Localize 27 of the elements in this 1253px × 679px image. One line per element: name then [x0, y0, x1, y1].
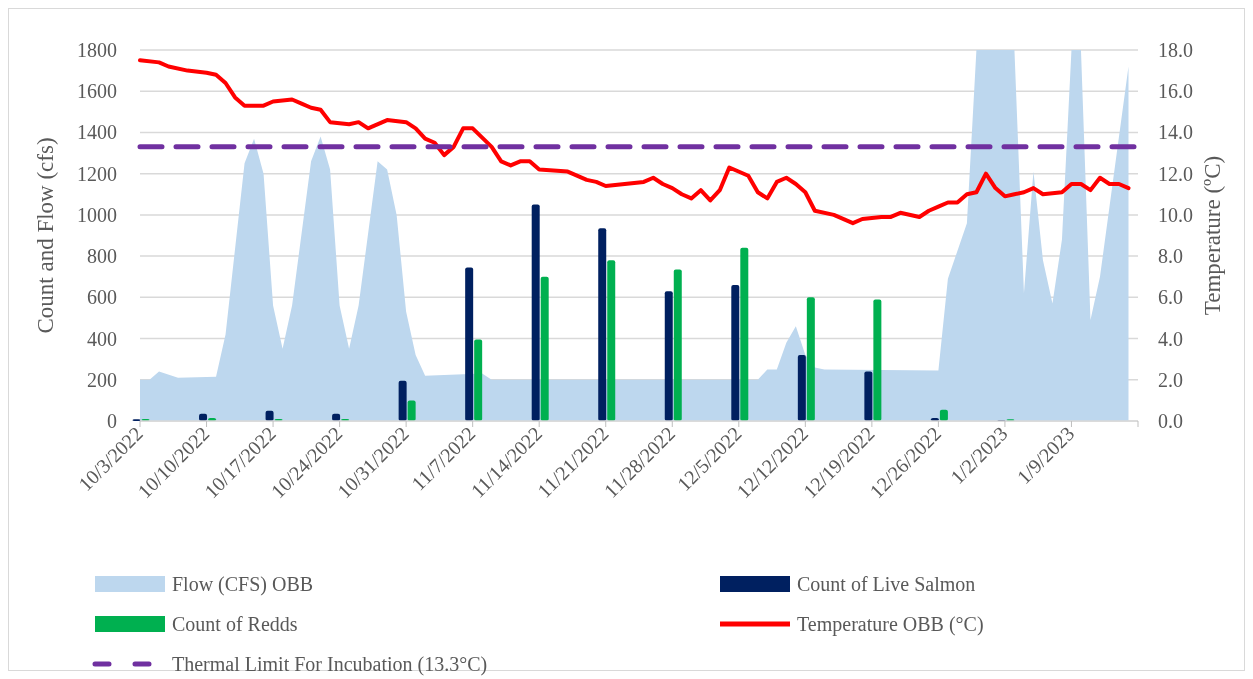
y-tick-label: 400	[87, 327, 117, 350]
y2-tick-label: 10.0	[1158, 203, 1193, 226]
y2-tick-label: 14.0	[1158, 121, 1193, 144]
y2-tick-label: 2.0	[1158, 368, 1183, 391]
y-tick-label: 1200	[77, 162, 117, 185]
y2-tick-label: 12.0	[1158, 162, 1193, 185]
legend-label: Thermal Limit For Incubation (13.3°C)	[172, 653, 488, 676]
y-tick-label: 1400	[77, 121, 117, 144]
y-tick-label: 1600	[77, 80, 117, 103]
legend-label: Flow (CFS) OBB	[172, 573, 314, 596]
y-tick-label: 0	[107, 410, 117, 432]
y-tick-label: 200	[87, 368, 117, 391]
y2-tick-label: 8.0	[1158, 245, 1183, 268]
y2-tick-label: 4.0	[1158, 327, 1183, 350]
y2-tick-label: 16.0	[1158, 80, 1193, 103]
legend-label: Temperature OBB (°C)	[797, 613, 984, 636]
y-tick-label: 1000	[77, 203, 117, 226]
y-tick-label: 600	[87, 286, 117, 309]
y2-tick-label: 18.0	[1158, 39, 1193, 61]
y-tick-label: 800	[87, 245, 117, 268]
legend-label: Count of Redds	[172, 613, 298, 635]
y2-tick-label: 6.0	[1158, 286, 1183, 309]
y2-tick-label: 0.0	[1158, 410, 1183, 432]
y2-axis-title: Temperature (ºC)	[1200, 155, 1225, 316]
legend-label: Count of Live Salmon	[797, 573, 976, 595]
y-tick-label: 1800	[77, 39, 117, 61]
y-axis-title: Count and Flow (cfs)	[33, 137, 58, 334]
